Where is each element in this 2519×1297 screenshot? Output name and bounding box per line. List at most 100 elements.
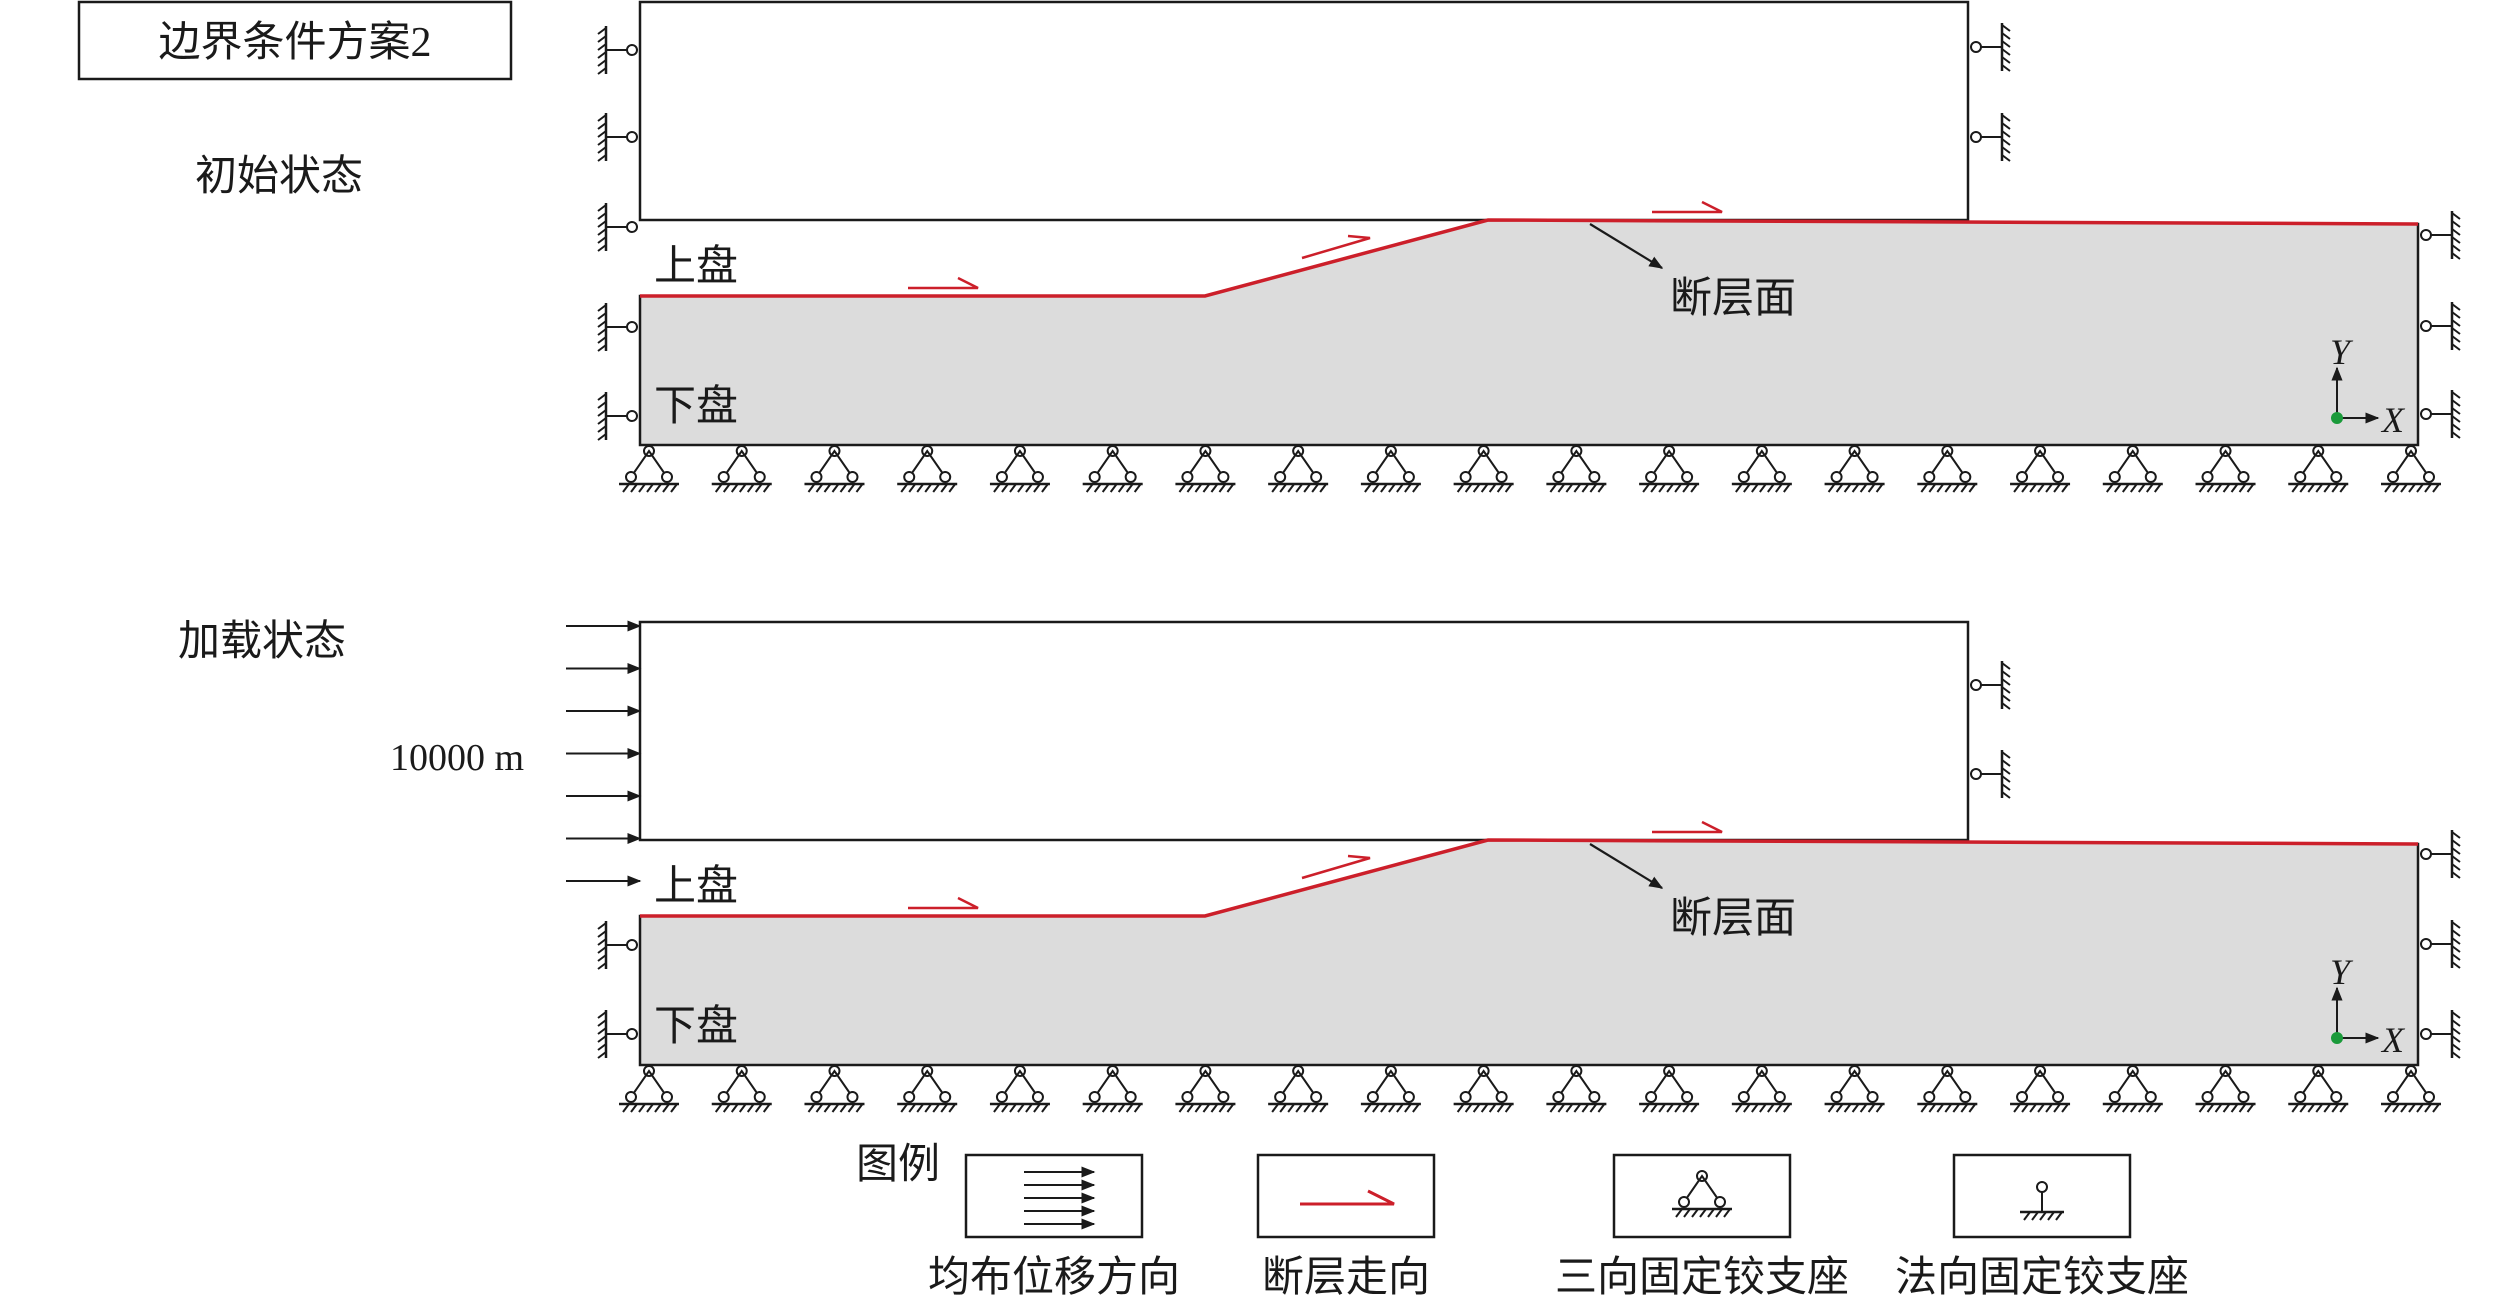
three-way-support-icon (1268, 1065, 1329, 1113)
footwall-label: 下盘 (654, 1003, 738, 1050)
coordinate-axes: Y X (2330, 332, 2406, 440)
three-way-support-icon (2288, 1065, 2349, 1113)
three-way-support-icon (2010, 1065, 2071, 1113)
normal-support-icon (597, 303, 638, 352)
legend-label: 均布位移方向 (928, 1254, 1180, 1297)
normal-support-icon (1970, 750, 2011, 799)
legend-label: 法向固定铰支座 (1895, 1254, 2189, 1297)
legend-item-normal-support: 法向固定铰支座 (1895, 1153, 2189, 1297)
fault-plane-label: 断层面 (1670, 896, 1796, 942)
title-box: 边界条件方案2 (77, 0, 513, 81)
title-text: 边界条件方案2 (158, 19, 431, 66)
normal-support-icon (597, 392, 638, 441)
three-way-support-icon (1546, 445, 1607, 493)
normal-support-icon (1970, 661, 2011, 710)
three-way-support-icon (1082, 445, 1143, 493)
legend: 图例 均布位移方向 断层走向 三向固定铰支座 (856, 1142, 2189, 1297)
three-way-support-icon (804, 445, 865, 493)
three-way-support-icon (1639, 1065, 1700, 1113)
legend-label: 断层走向 (1262, 1255, 1430, 1297)
displacement-label: 10000 m (390, 737, 524, 779)
three-way-support-icon (897, 1065, 958, 1113)
normal-fixed-hinge-support-icon (2020, 1181, 2064, 1221)
right-upper-normal-supports (1970, 661, 2011, 799)
three-way-support-icon (1824, 445, 1885, 493)
right-lower-normal-supports (2420, 830, 2461, 1059)
three-way-support-icon (1917, 1065, 1978, 1113)
three-way-support-icon (2102, 445, 2163, 493)
normal-support-icon (597, 921, 638, 970)
three-way-support-icon (1175, 1065, 1236, 1113)
three-way-support-icon (2381, 445, 2441, 493)
three-way-support-icon (1824, 1065, 1885, 1113)
three-way-support-icon (1268, 445, 1329, 493)
three-way-support-icon (619, 445, 679, 493)
axis-y-label: Y (2330, 952, 2354, 992)
three-way-support-icon (1175, 445, 1236, 493)
footwall-block (638, 218, 2420, 447)
three-way-fixed-hinge-support-icon (1672, 1170, 1732, 1218)
legend-item-uniform-displacement: 均布位移方向 (928, 1153, 1180, 1297)
three-way-support-icon (711, 1065, 772, 1113)
normal-support-icon (597, 26, 638, 75)
normal-support-icon (597, 113, 638, 162)
normal-support-icon (1970, 23, 2011, 72)
hanging-wall-label: 上盘 (654, 863, 738, 910)
normal-support-icon (1970, 113, 2011, 162)
fault-plane-pointer (1589, 223, 1664, 269)
three-way-support-icon (1360, 1065, 1421, 1113)
three-way-support-icon (619, 1065, 679, 1113)
origin-dot (2331, 1032, 2343, 1044)
normal-support-icon (597, 1010, 638, 1059)
axis-x-label: X (2380, 1020, 2406, 1060)
panel-initial-state: 初始状态 断层面 上盘 下盘 Y X (195, 0, 2461, 493)
state-label: 加载状态 (178, 619, 346, 665)
three-way-support-icon (1453, 1065, 1514, 1113)
fault-strike-arrow (908, 200, 1723, 290)
three-way-support-icon (2288, 445, 2349, 493)
fault-strike-arrow (908, 820, 1723, 910)
three-way-support-icon (804, 1065, 865, 1113)
normal-support-icon (2420, 1010, 2461, 1059)
left-normal-supports (597, 921, 638, 1059)
bottom-three-way-supports (619, 445, 2441, 493)
three-way-support-icon (2381, 1065, 2441, 1113)
legend-title: 图例 (856, 1142, 940, 1188)
footwall-label: 下盘 (654, 383, 738, 430)
uniform-displacement-arrows (566, 620, 642, 887)
three-way-support-icon (1731, 1065, 1792, 1113)
legend-item-three-way-support: 三向固定铰支座 (1555, 1153, 1849, 1297)
origin-dot (2331, 412, 2343, 424)
footwall-block (638, 838, 2420, 1067)
legend-label: 三向固定铰支座 (1555, 1254, 1849, 1297)
coordinate-axes: Y X (2330, 952, 2406, 1060)
normal-support-icon (2420, 390, 2461, 439)
three-way-support-icon (2010, 445, 2071, 493)
uniform-displacement-arrows-icon (1024, 1166, 1096, 1230)
panel-loading-state: 加载状态 断层面 上盘 下盘 10000 m Y X (178, 619, 2461, 1113)
fault-line (640, 838, 2419, 918)
normal-support-icon (2420, 830, 2461, 879)
left-normal-supports (597, 26, 638, 441)
right-upper-normal-supports (1970, 23, 2011, 162)
three-way-support-icon (1917, 445, 1978, 493)
axis-y-label: Y (2330, 332, 2354, 372)
three-way-support-icon (711, 445, 772, 493)
normal-support-icon (2420, 920, 2461, 969)
three-way-support-icon (897, 445, 958, 493)
hanging-wall-label: 上盘 (654, 243, 738, 290)
legend-item-fault-strike: 断层走向 (1256, 1153, 1436, 1297)
fault-plane-label: 断层面 (1670, 276, 1796, 322)
three-way-support-icon (2195, 1065, 2256, 1113)
three-way-support-icon (1360, 445, 1421, 493)
three-way-support-icon (989, 445, 1050, 493)
three-way-support-icon (2102, 1065, 2163, 1113)
three-way-support-icon (1546, 1065, 1607, 1113)
fault-line (640, 218, 2419, 298)
normal-support-icon (2420, 211, 2461, 260)
right-lower-normal-supports (2420, 211, 2461, 439)
fault-plane-pointer (1589, 843, 1664, 889)
hanging-wall-upper-block (638, 0, 1970, 222)
three-way-support-icon (2195, 445, 2256, 493)
